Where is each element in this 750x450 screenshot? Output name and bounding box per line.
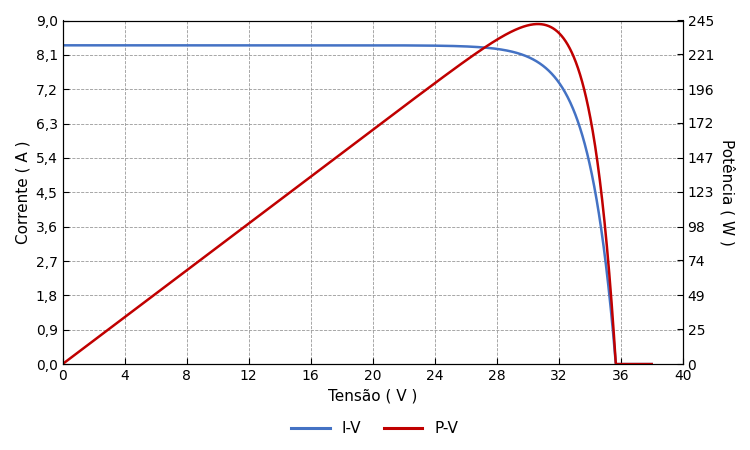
P-V (647, 361, 656, 367)
Y-axis label: Corrente ( A ): Corrente ( A ) (15, 140, 30, 244)
I-V (88, 43, 97, 48)
I-V (630, 361, 639, 367)
I-V (522, 54, 531, 59)
P-V (344, 145, 353, 150)
Legend: I-V, P-V: I-V, P-V (285, 415, 465, 442)
P-V (88, 339, 97, 344)
P-V (522, 23, 531, 28)
Line: P-V: P-V (62, 24, 652, 364)
P-V (58, 361, 67, 367)
I-V (329, 43, 338, 48)
Y-axis label: Potência ( W ): Potência ( W ) (719, 139, 735, 246)
Line: I-V: I-V (62, 45, 652, 364)
P-V (329, 157, 338, 162)
I-V (611, 361, 620, 367)
P-V (533, 21, 542, 27)
P-V (630, 361, 639, 367)
I-V (647, 361, 656, 367)
I-V (58, 43, 67, 48)
X-axis label: Tensão ( V ): Tensão ( V ) (328, 388, 417, 404)
P-V (630, 361, 639, 367)
I-V (630, 361, 639, 367)
I-V (344, 43, 353, 48)
